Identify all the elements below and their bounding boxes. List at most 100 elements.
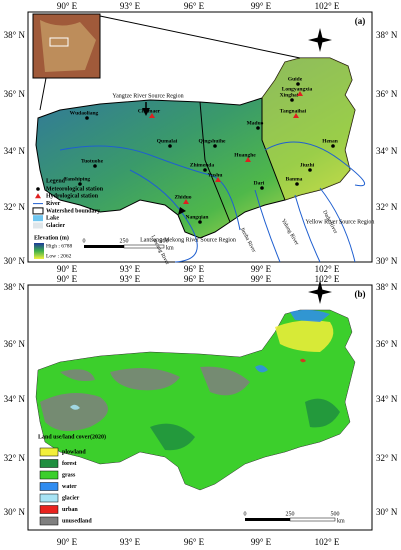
landcover-map [35, 309, 356, 491]
legend-label: Watershed boundary [46, 208, 100, 214]
lat-label: 34° N [376, 394, 398, 404]
meteorological-station [168, 144, 172, 148]
legend-label: plowland [62, 449, 86, 455]
scale-unit: km [166, 245, 174, 251]
landcover-patch [200, 366, 250, 396]
legend-label: forest [62, 461, 77, 467]
station-label: Banma [286, 176, 303, 182]
lat-label: 32° N [376, 202, 398, 212]
region-label: Yellow River Source Region [306, 219, 375, 225]
station-label: Huanghe [234, 152, 256, 158]
lat-label: 30° N [376, 507, 398, 517]
station-label: Yushu [208, 172, 223, 178]
lat-label: 32° N [4, 202, 26, 212]
landcover-patch [305, 398, 340, 428]
lat-label: 34° N [4, 146, 26, 156]
station-label: Dari [254, 180, 265, 186]
meteorological-station [85, 116, 89, 120]
scale-unit: km [337, 518, 345, 524]
landcover-patch [255, 365, 268, 373]
station-label: Xinghai [280, 92, 299, 98]
lat-label: 34° N [4, 394, 26, 404]
scale-label: 0 [83, 238, 86, 244]
meteorological-station [260, 186, 264, 190]
region-label: Lantsang-Mekong River Source Region [140, 237, 236, 243]
watershed-boundary [199, 98, 286, 223]
legend-label: grass [62, 472, 76, 478]
station-label: Henan [322, 138, 338, 144]
landcover-patch [70, 404, 80, 410]
lon-label: 96° E [184, 537, 205, 547]
elevation-bar [34, 243, 44, 259]
lon-label: 90° E [57, 264, 78, 274]
lon-label: 99° E [251, 537, 272, 547]
station-label: Zhimenda [190, 162, 214, 168]
hydrological-station [149, 113, 155, 118]
meteorological-station [198, 220, 202, 224]
hydrological-station [183, 199, 189, 204]
lat-label: 32° N [4, 453, 26, 463]
station-label: Tangnaihai [280, 108, 307, 114]
lon-label: 102° E [315, 1, 340, 11]
region-arrow-head [178, 207, 186, 215]
lon-label: 102° E [315, 537, 340, 547]
legend-elevation-title: Elevation (m) [34, 234, 69, 241]
landcover-patch [300, 358, 306, 363]
station-label: Tuotuohe [81, 158, 104, 164]
legend-high: High : 6788 [46, 243, 73, 249]
hydrological-station [293, 113, 299, 118]
legend-swatch [39, 459, 59, 468]
lat-label: 38° N [4, 282, 26, 292]
legend-low: Low : 2062 [46, 253, 72, 259]
scale-bar [123, 244, 165, 249]
legend-label: glacier [62, 495, 80, 501]
legend-symbol [36, 187, 40, 191]
meteorological-station [78, 182, 82, 186]
lon-label: 90° E [57, 274, 78, 284]
panel-label: (a) [355, 16, 366, 26]
station-label: Guide [288, 76, 303, 82]
hydrological-station [297, 91, 303, 96]
lon-label: 99° E [251, 264, 272, 274]
hydrological-station [215, 177, 221, 182]
legend-label: Hydrological station [46, 194, 99, 200]
lon-label: 93° E [120, 274, 141, 284]
lon-label: 96° E [184, 1, 205, 11]
scale-label: 500 [160, 238, 169, 244]
legend-symbol [33, 215, 43, 222]
panel-a: 90° E 90° E 93° E 93° E 96° E 96° E 99° E 99° E… [4, 1, 398, 274]
legend-swatch [39, 505, 59, 514]
scale-label: 250 [286, 511, 295, 517]
legend-label: water [62, 484, 77, 490]
legend-swatch [39, 493, 59, 503]
legend-label: Glacier [46, 223, 65, 229]
legend-swatch [39, 482, 59, 491]
north-arrow [308, 280, 332, 304]
lat-label: 38° N [376, 30, 398, 40]
lon-label: 99° E [251, 274, 272, 284]
scale-label: 250 [120, 238, 129, 244]
landcover-patch [150, 423, 195, 451]
meteorological-station [256, 126, 260, 130]
meteorological-station [203, 168, 207, 172]
legend-symbol [32, 207, 44, 215]
lon-label: 93° E [120, 1, 141, 11]
lat-label: 36° N [4, 339, 26, 349]
legend-label: Lake [46, 216, 59, 222]
station-label: Longyangxia [282, 86, 313, 92]
lat-label: 30° N [376, 256, 398, 266]
legend-label: unusedland [62, 518, 92, 524]
meteorological-station [295, 182, 299, 186]
station-label: Yanshiping [64, 176, 91, 182]
panel-b: 90° E 90° E 93° E 93° E 96° E 96° E 99° E 99° E… [4, 274, 398, 547]
meteorological-station [290, 98, 294, 102]
legend-symbol [33, 222, 43, 229]
lat-label: 36° N [376, 339, 398, 349]
station-label: Qingshuihe [199, 138, 226, 144]
meteorological-station [93, 164, 97, 168]
north-arrow [308, 28, 332, 52]
station-label: Jiuzhi [300, 162, 315, 168]
landcover-patch [290, 309, 330, 322]
lon-label: 102° E [315, 274, 340, 284]
